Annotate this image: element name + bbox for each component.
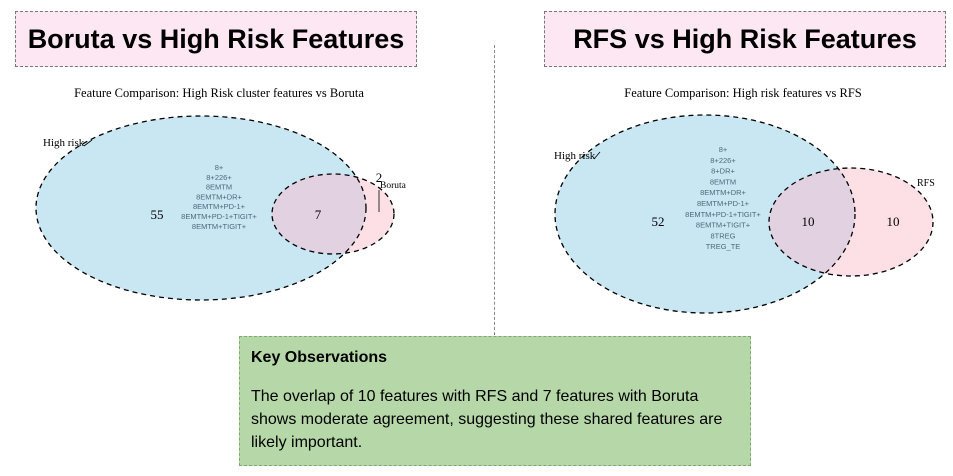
high-risk-set-circle-left — [36, 116, 366, 300]
rfs-venn-diagram: Feature Comparison: High risk features v… — [554, 86, 935, 314]
high-risk-only-count-right: 52 — [652, 214, 665, 229]
boruta-venn-caption: Feature Comparison: High Risk cluster fe… — [74, 86, 364, 100]
feature-name: 8EMTM+PD-1+TIGIT+ — [181, 212, 257, 221]
feature-name: 8EMTM+TIGIT+ — [696, 221, 751, 230]
rfs-title: RFS vs High Risk Features — [544, 11, 946, 67]
column-divider — [494, 45, 495, 335]
boruta-overlap-count: 7 — [315, 207, 322, 222]
high-risk-only-count-left: 55 — [151, 207, 164, 222]
feature-name: 8EMTM+PD-1+ — [193, 202, 246, 211]
rfs-venn-caption: Feature Comparison: High risk features v… — [624, 86, 862, 100]
boruta-title: Boruta vs High Risk Features — [15, 11, 417, 67]
feature-name: 8EMTM+DR+ — [196, 192, 242, 201]
key-observations-text: The overlap of 10 features with RFS and … — [251, 388, 723, 451]
boruta-label: Boruta — [380, 181, 407, 191]
feature-name: 8EMTM — [710, 177, 736, 186]
high-risk-label-right: High risk — [554, 150, 596, 162]
feature-name: 8EMTM+TIGIT+ — [192, 222, 247, 231]
feature-name: 8EMTM+PD-1+TIGIT+ — [685, 210, 761, 219]
feature-name: 8EMTM+PD-1+ — [697, 199, 750, 208]
rfs-overlap-count: 10 — [802, 214, 815, 229]
feature-name: 8+226+ — [710, 156, 736, 165]
feature-name: TREG_TE — [706, 242, 741, 251]
rfs-label: RFS — [917, 178, 935, 189]
rfs-feature-list: 8+ 8+226+ 8+DR+8EMTM 8EMTM+DR+ 8EMTM+PD-1+ 8E… — [685, 145, 761, 251]
key-observations-heading: Key Observations — [251, 349, 388, 366]
feature-name: 8EMTM+DR+ — [700, 188, 746, 197]
feature-name: 8EMTM — [206, 183, 232, 192]
feature-name: 8+ — [719, 145, 728, 154]
rfs-only-count: 10 — [887, 214, 900, 229]
boruta-venn-diagram: Feature Comparison: High Risk cluster fe… — [35, 86, 407, 301]
feature-name: 8+ — [215, 163, 224, 172]
high-risk-set-circle-right — [555, 115, 855, 313]
key-observations-box: Key Observations The overlap of 10 featu… — [239, 336, 751, 466]
high-risk-label-left: High risk — [43, 137, 85, 149]
feature-name: 8TREG — [710, 231, 735, 240]
feature-name: 8+DR+ — [711, 167, 735, 176]
boruta-only-count: 2 — [376, 170, 383, 185]
feature-name: 8+226+ — [206, 173, 232, 182]
boruta-feature-list: 8+8+226+8EMTM8EMTM+DR+8EMTM+PD-1+8EMTM+P… — [181, 163, 257, 231]
